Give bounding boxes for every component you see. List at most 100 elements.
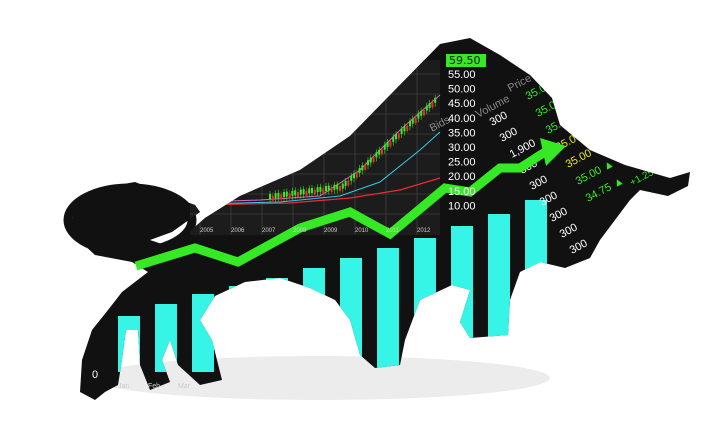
candle-body: [375, 152, 378, 158]
candle-body: [297, 192, 299, 197]
candle-body: [288, 193, 291, 199]
month-axis: Jan Feb Mar: [118, 383, 191, 390]
year-label: 2009: [324, 228, 338, 234]
year-label: 2005: [200, 228, 214, 234]
price-axis-label: 45.00: [448, 98, 476, 110]
year-label: 2008: [293, 228, 307, 234]
month-label: Jan: [118, 383, 129, 390]
candle-body: [285, 191, 288, 197]
trend-arrow-head: [540, 138, 566, 166]
candle-body: [291, 190, 294, 196]
candle-body: [431, 102, 434, 108]
candle-body: [347, 180, 350, 186]
price-axis-label: 30.00: [448, 142, 476, 154]
candle-body: [400, 129, 403, 134]
candle-body: [344, 181, 347, 186]
volume-bar: [414, 238, 436, 372]
candle-body: [386, 142, 389, 147]
candle-body: [358, 168, 361, 173]
year-label: 2011: [386, 228, 400, 234]
axis-zero-label: 0: [92, 369, 98, 381]
candle-body: [364, 164, 367, 170]
month-label: Mar: [178, 383, 191, 390]
year-label: 2007: [262, 228, 276, 234]
candle-body: [319, 186, 322, 192]
candle-body: [327, 185, 330, 191]
candle-body: [434, 97, 437, 103]
candle-body: [322, 188, 325, 194]
candle-body: [302, 189, 305, 195]
price-axis-label: 55.00: [448, 69, 476, 81]
price-axis-label: 50.00: [448, 84, 476, 96]
candle-body: [277, 192, 280, 198]
candle-body: [316, 187, 319, 193]
candle-body: [369, 157, 372, 163]
candle-body: [428, 103, 431, 108]
candle-body: [420, 110, 423, 116]
bull-tail: [63, 183, 197, 257]
price-axis: 55.00 50.00 45.00 40.00 35.00 30.00 25.00 20.00…: [448, 69, 476, 212]
candle-body: [411, 118, 414, 124]
candle-body: [425, 105, 428, 111]
candle-body: [336, 184, 339, 190]
volume-bar: [488, 214, 510, 372]
volume-bar: [118, 316, 140, 372]
price-badge: 59.50: [449, 54, 481, 67]
price-chart-panel: [190, 60, 441, 235]
candle-body: [330, 187, 333, 193]
candle-body: [406, 125, 409, 131]
year-axis: 2005 2006 2007 2008 2009 2010 2011 2012: [200, 228, 431, 234]
candle-body: [325, 186, 327, 191]
candle-body: [389, 141, 392, 147]
candle-body: [339, 186, 341, 191]
candle-body: [397, 133, 400, 139]
volume-bar: [377, 248, 399, 372]
month-label: Feb: [148, 383, 160, 390]
candle-body: [294, 190, 297, 196]
candle-body: [308, 188, 311, 194]
candle-body: [372, 157, 375, 162]
candle-body: [381, 149, 383, 155]
candle-body: [361, 165, 364, 171]
trend-arrow-line: [134, 148, 548, 271]
year-label: 2010: [355, 228, 369, 234]
volume-bar: [525, 200, 547, 372]
year-label: 2012: [417, 228, 431, 234]
candle-body: [341, 183, 344, 189]
price-axis-label: 35.00: [448, 127, 476, 139]
candle-body: [417, 113, 420, 119]
candle-body: [299, 189, 302, 195]
moving-average-cyan: [199, 131, 441, 205]
price-axis-label: 15.00: [448, 186, 476, 198]
candle-body: [355, 172, 358, 178]
candle-body: [350, 175, 353, 181]
candle-body: [305, 190, 308, 196]
volume-bar: [451, 226, 473, 372]
candle-body: [383, 144, 386, 150]
candle-body: [283, 192, 285, 197]
candle-body: [333, 184, 336, 190]
candle-body: [311, 188, 313, 193]
candle-body: [378, 149, 381, 155]
volume-bar: [340, 258, 362, 372]
year-label: 2006: [231, 228, 245, 234]
price-badge-box: [446, 54, 486, 67]
volume-bar: [192, 294, 214, 372]
candle-body: [409, 121, 411, 127]
price-axis-label: 10.00: [448, 200, 476, 212]
candle-body: [353, 173, 355, 179]
candle-body: [313, 189, 316, 195]
candle-body: [392, 136, 395, 142]
price-axis-label: 20.00: [448, 171, 476, 183]
candle-body: [423, 110, 425, 116]
candle-body: [403, 126, 406, 132]
candle-body: [271, 195, 274, 201]
candle-body: [274, 193, 277, 199]
candle-body: [414, 118, 417, 123]
candle-body: [395, 134, 397, 140]
candle-body: [367, 160, 369, 166]
price-axis-label: 40.00: [448, 113, 476, 125]
candle-body: [269, 194, 271, 199]
price-axis-label: 25.00: [448, 157, 476, 169]
